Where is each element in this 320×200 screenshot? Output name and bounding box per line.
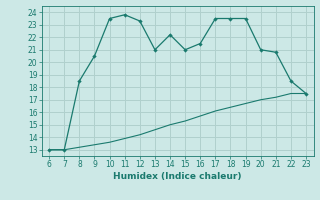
- X-axis label: Humidex (Indice chaleur): Humidex (Indice chaleur): [113, 172, 242, 181]
